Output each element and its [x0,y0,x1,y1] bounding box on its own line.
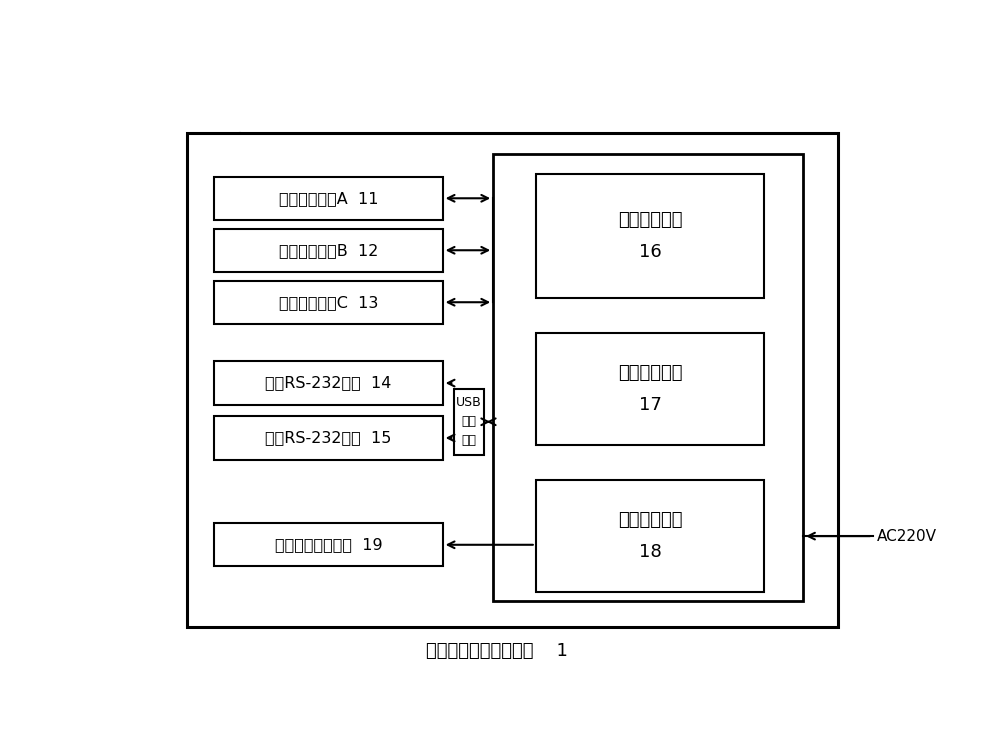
Text: AC220V: AC220V [877,529,937,544]
Bar [214,229,443,272]
Bar [493,154,803,601]
Bar [454,388,484,455]
Text: 网络状态控制硬件平台    1: 网络状态控制硬件平台 1 [426,641,568,659]
Text: USB
转多
串口: USB 转多 串口 [456,396,482,447]
Bar [536,332,764,446]
Bar [214,362,443,405]
Text: 第二RS-232串口  15: 第二RS-232串口 15 [265,430,392,445]
Text: 第一RS-232串口  14: 第一RS-232串口 14 [265,376,392,391]
Bar [536,480,764,592]
Text: 数据存储模块
17: 数据存储模块 17 [618,364,682,414]
Bar [214,280,443,324]
Text: 电源控制模块
18: 电源控制模块 18 [618,511,682,561]
Bar [536,174,764,298]
Text: 配置以太网口C  13: 配置以太网口C 13 [279,295,378,310]
Text: 数据处理模块
16: 数据处理模块 16 [618,211,682,261]
Bar [187,134,838,627]
Bar [214,177,443,220]
Bar [214,416,443,460]
Text: 转发以太网口B  12: 转发以太网口B 12 [279,243,378,258]
Text: 面板指示灯及按键  19: 面板指示灯及按键 19 [275,537,382,552]
Text: 接收以太网口A  11: 接收以太网口A 11 [279,190,378,206]
Bar [214,524,443,566]
